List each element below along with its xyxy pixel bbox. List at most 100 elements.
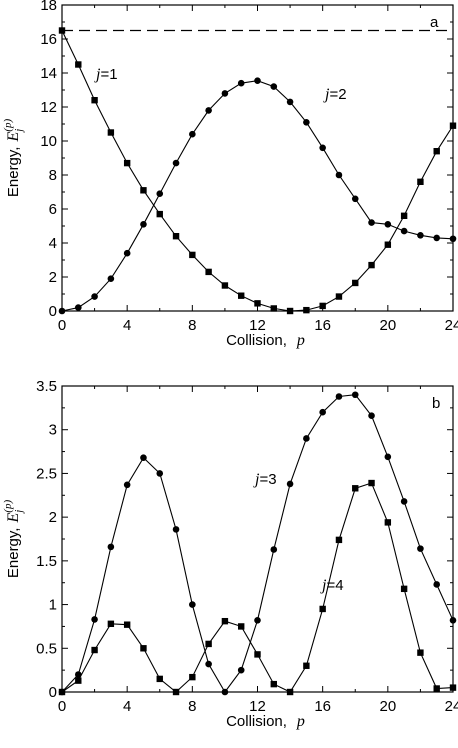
data-point-circle (91, 293, 98, 300)
x-tick-label: 16 (314, 698, 331, 715)
data-point-square (384, 519, 392, 526)
series-label: j=3 (253, 471, 277, 488)
data-point-circle (400, 498, 408, 505)
y-tick-label: 16 (40, 31, 57, 48)
y-tick-label: 2 (49, 269, 57, 286)
y-tick-label: 3.5 (36, 378, 57, 395)
data-point-square (335, 293, 343, 300)
data-point-circle (384, 221, 392, 228)
data-point-square (286, 688, 294, 696)
data-point-circle (123, 481, 131, 489)
data-point-circle (237, 79, 245, 87)
data-point-circle (368, 412, 375, 420)
data-point-square (319, 605, 326, 613)
y-tick-label: 2 (49, 509, 57, 526)
y-axis-label-sub: j (13, 510, 25, 515)
data-point-circle (368, 219, 375, 226)
series-label-eq: =3 (259, 471, 276, 488)
data-point-circle (433, 581, 441, 588)
data-point-circle (140, 221, 147, 228)
series-line-2 (61, 80, 454, 312)
series-label: j=4 (320, 577, 344, 594)
series-label: j=2 (323, 86, 347, 103)
data-point-circle (189, 601, 196, 608)
data-point-square (123, 621, 131, 628)
series-line-1 (61, 30, 454, 312)
data-point-square (123, 159, 131, 167)
data-point-square (75, 677, 82, 684)
data-point-square (433, 148, 440, 155)
data-point-square (352, 279, 359, 287)
panel-label: a (430, 14, 439, 31)
y-tick-label: 8 (49, 167, 57, 184)
y-tick-label: 14 (40, 65, 57, 82)
data-point-circle (319, 144, 326, 152)
data-point-circle (254, 77, 261, 84)
series-line-2 (61, 482, 454, 693)
data-point-circle (335, 393, 343, 400)
data-point-circle (74, 671, 82, 678)
data-point-circle (303, 119, 310, 126)
data-point-circle (270, 83, 278, 90)
x-axis-label-var: p (296, 332, 305, 349)
y-tick-label: 10 (40, 133, 57, 150)
data-point-square (303, 306, 310, 314)
y-axis-label-var: E (5, 513, 22, 524)
x-tick-label: 12 (249, 317, 266, 334)
y-axis-label-sub: j (13, 129, 25, 134)
data-point-circle (335, 171, 343, 179)
data-point-square (400, 212, 408, 219)
panel-a: 0 4 8 12 16 20 24024681012141618j=1j=2aCollisi… (2, 0, 458, 349)
data-point-square (400, 585, 408, 593)
y-tick-label: 1.5 (36, 553, 57, 570)
y-axis-label: Energy, Ej(p) (2, 119, 25, 198)
plot-frame (61, 4, 454, 312)
x-axis-label: Collision, p (226, 713, 305, 730)
data-point-circle (449, 617, 457, 624)
data-point-circle (74, 304, 82, 311)
data-point-circle (433, 234, 441, 242)
data-point-square (238, 292, 245, 299)
data-point-circle (417, 545, 424, 552)
data-point-circle (351, 391, 359, 399)
series-line-1 (61, 394, 454, 693)
series-label-eq: =2 (329, 86, 346, 103)
data-point-square (303, 662, 310, 669)
series-label-eq: =1 (100, 66, 117, 83)
data-point-circle (91, 616, 98, 623)
data-point-circle (107, 275, 115, 283)
x-tick-label: 0 (58, 698, 66, 715)
data-point-square (58, 688, 66, 696)
data-point-square (270, 305, 277, 312)
data-point-circle (384, 453, 392, 461)
data-point-square (449, 684, 457, 691)
y-tick-label: 4 (49, 235, 57, 252)
data-point-square (172, 233, 180, 240)
data-point-square (221, 282, 229, 289)
data-point-circle (123, 249, 131, 257)
y-axis-label: Energy, Ej(p) (2, 500, 25, 579)
data-point-square (189, 251, 196, 259)
x-tick-label: 8 (188, 317, 196, 334)
y-tick-label: 12 (40, 99, 57, 116)
data-point-square (91, 97, 98, 104)
data-point-circle (172, 526, 180, 533)
x-tick-label: 24 (445, 698, 458, 715)
data-point-square (254, 651, 261, 658)
data-point-circle (172, 159, 180, 167)
data-point-circle (286, 480, 294, 488)
data-point-circle (400, 227, 408, 235)
data-point-circle (189, 130, 196, 138)
data-point-square (417, 649, 424, 656)
data-point-circle (221, 90, 229, 97)
x-tick-label: 16 (314, 317, 331, 334)
data-point-circle (140, 454, 147, 461)
y-tick-label: 0 (49, 303, 57, 320)
data-point-circle (286, 98, 294, 106)
data-point-circle (303, 435, 310, 442)
y-tick-label: 0.5 (36, 640, 57, 657)
data-point-square (189, 673, 196, 681)
data-point-circle (237, 666, 245, 674)
y-tick-label: 3 (49, 422, 57, 439)
